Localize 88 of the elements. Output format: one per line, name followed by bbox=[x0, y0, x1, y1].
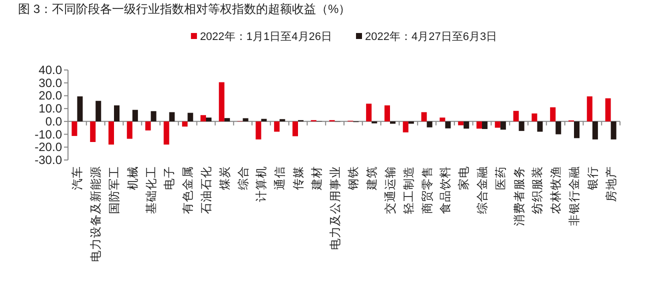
x-tick-label: 农林牧渔 bbox=[550, 166, 563, 214]
bar bbox=[72, 121, 78, 136]
bar bbox=[440, 118, 446, 122]
x-tick-label: 石油石化 bbox=[200, 166, 213, 214]
legend-label: 2022年：1月1日至4月26日 bbox=[200, 31, 332, 43]
bar bbox=[206, 118, 212, 122]
x-tick-label: 轻工制造 bbox=[402, 166, 416, 214]
x-tick-label: 综合 bbox=[236, 166, 250, 190]
x-tick-label: 计算机 bbox=[255, 166, 268, 202]
x-tick-label: 医药 bbox=[494, 166, 508, 190]
bar bbox=[96, 100, 102, 122]
bar bbox=[261, 118, 267, 122]
bar bbox=[182, 121, 188, 127]
bar bbox=[550, 107, 556, 122]
y-tick-label: -20.0 bbox=[34, 140, 62, 154]
bar bbox=[464, 121, 470, 129]
x-tick-label: 银行 bbox=[586, 166, 600, 191]
bar bbox=[426, 121, 432, 128]
x-tick-label: 基础化工 bbox=[144, 166, 158, 214]
x-tick-label: 纺织服装 bbox=[530, 166, 544, 214]
bar bbox=[476, 121, 482, 129]
bar bbox=[132, 110, 138, 122]
y-tick-label: 0.0 bbox=[45, 114, 62, 128]
chart-title: 图 3：不同阶段各一级行业指数相对等权指数的超额收益（%） bbox=[18, 2, 351, 16]
bar bbox=[445, 121, 451, 128]
x-tick-label: 房地产 bbox=[604, 166, 618, 202]
bar bbox=[421, 112, 427, 122]
bar bbox=[126, 121, 132, 139]
bar bbox=[256, 121, 262, 140]
bar bbox=[513, 110, 519, 122]
bar bbox=[586, 96, 592, 122]
x-tick-label: 商贸零售 bbox=[420, 166, 434, 214]
bar bbox=[402, 121, 408, 132]
bar bbox=[145, 121, 151, 130]
bar bbox=[537, 121, 543, 132]
bar bbox=[292, 121, 298, 136]
y-tick-label: 40.0 bbox=[38, 63, 62, 77]
bar bbox=[574, 121, 580, 138]
x-tick-label: 非银行金融 bbox=[568, 166, 581, 226]
x-tick-label: 电力及公用事业 bbox=[328, 166, 342, 250]
bar bbox=[592, 121, 598, 140]
bar bbox=[500, 121, 506, 130]
x-tick-label: 电子 bbox=[163, 166, 176, 190]
bar bbox=[482, 121, 488, 130]
bar bbox=[114, 105, 120, 122]
bar bbox=[610, 121, 616, 140]
bar bbox=[384, 105, 390, 122]
x-tick-label: 有色金属 bbox=[182, 166, 195, 214]
x-tick-label: 国防军工 bbox=[108, 166, 121, 214]
bar bbox=[518, 121, 524, 131]
x-tick-label: 交通运输 bbox=[383, 166, 397, 214]
bar bbox=[200, 115, 206, 122]
x-tick-label: 传媒 bbox=[292, 166, 305, 190]
legend-label: 2022年：4月27日至6月3日 bbox=[365, 31, 498, 43]
bar bbox=[556, 121, 562, 134]
bar bbox=[108, 121, 114, 145]
x-tick-label: 钢铁 bbox=[347, 166, 360, 191]
bar bbox=[90, 121, 96, 142]
x-tick-label: 汽车 bbox=[70, 166, 84, 190]
bar bbox=[150, 111, 156, 122]
bar bbox=[224, 118, 230, 122]
x-tick-label: 建筑 bbox=[366, 166, 379, 191]
y-tick-label: 10.0 bbox=[38, 102, 62, 116]
x-tick-label: 机械 bbox=[126, 166, 140, 190]
x-tick-label: 综合金融 bbox=[475, 166, 489, 214]
y-tick-label: 30.0 bbox=[38, 76, 62, 90]
x-tick-label: 消费者服务 bbox=[512, 166, 526, 226]
bar bbox=[218, 82, 224, 122]
bar bbox=[274, 121, 280, 132]
bar bbox=[242, 118, 248, 122]
y-tick-label: 20.0 bbox=[38, 88, 62, 103]
bar bbox=[188, 112, 194, 122]
x-tick-label: 电力设备及新能源 bbox=[88, 166, 103, 262]
y-tick-label: -30.0 bbox=[34, 153, 62, 167]
bar bbox=[77, 96, 83, 122]
y-tick-label: -10.0 bbox=[34, 127, 62, 142]
x-tick-label: 煤炭 bbox=[218, 166, 232, 190]
bar bbox=[532, 113, 538, 122]
x-tick-label: 通信 bbox=[274, 166, 287, 190]
x-tick-label: 家电 bbox=[456, 166, 471, 190]
x-tick-label: 建材 bbox=[310, 166, 324, 191]
bar bbox=[605, 98, 611, 122]
bar bbox=[164, 121, 170, 145]
bar bbox=[169, 112, 175, 122]
bar bbox=[494, 121, 500, 128]
bar bbox=[366, 104, 372, 122]
x-tick-label: 食品饮料 bbox=[439, 166, 452, 214]
bar bbox=[458, 121, 464, 126]
